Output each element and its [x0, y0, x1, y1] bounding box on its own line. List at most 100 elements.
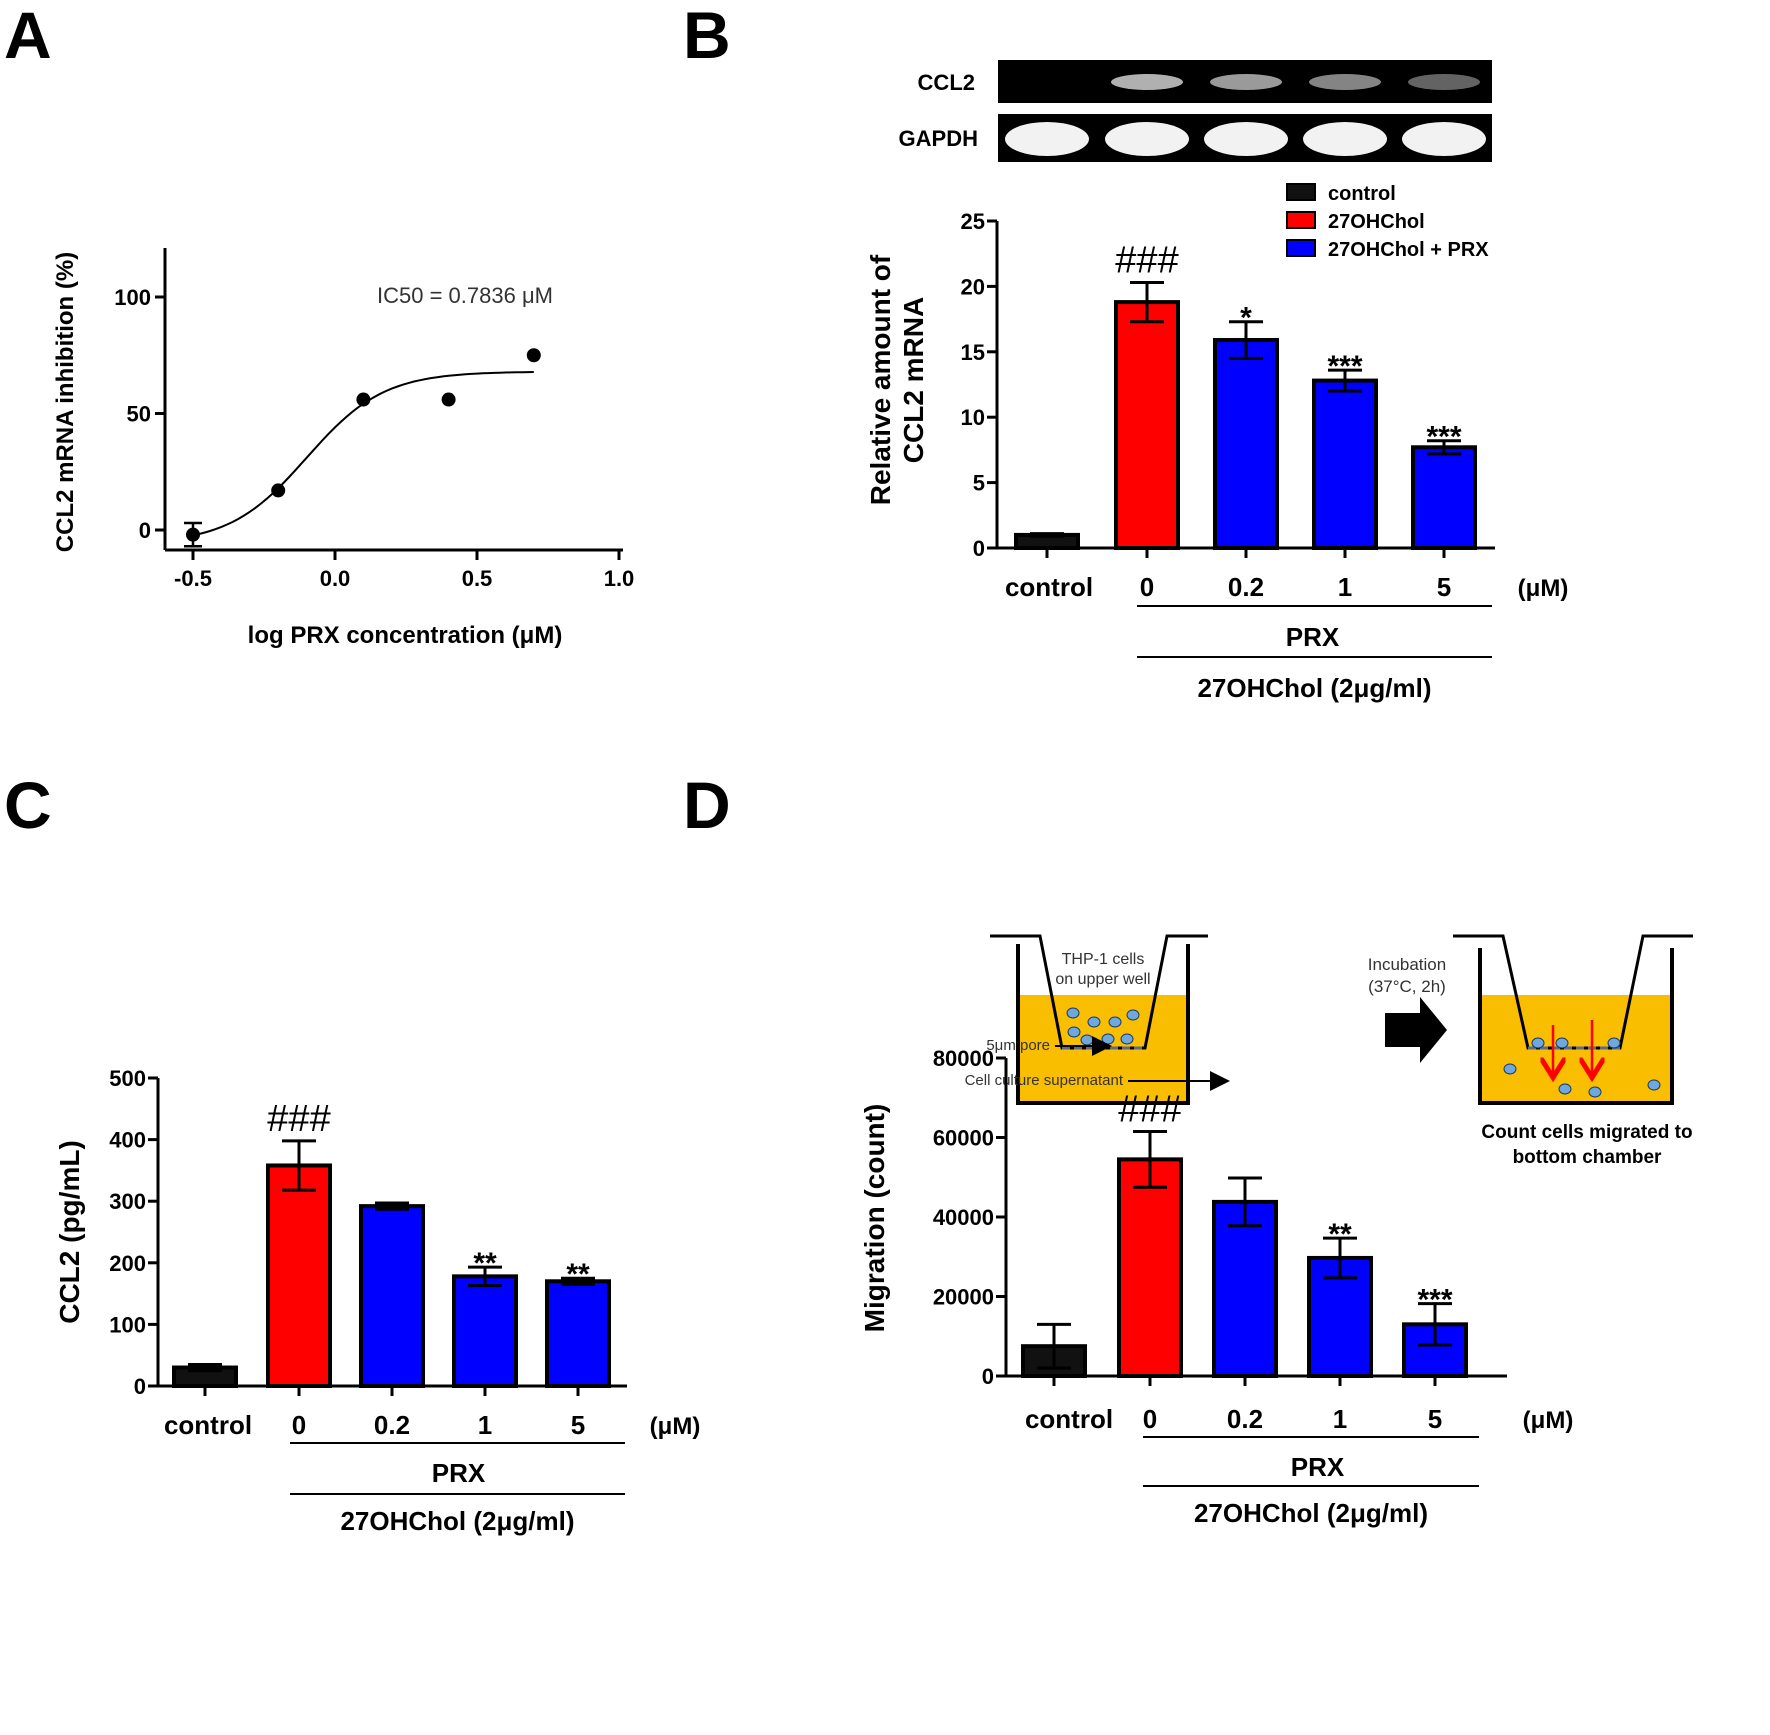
category-label: 1	[1338, 572, 1352, 602]
y-tick-label: 5	[973, 471, 985, 496]
panel-label-c: C	[4, 768, 52, 842]
cell-icon	[1503, 1063, 1517, 1075]
oxy-group-label: 27OHChol (2μg/ml)	[340, 1506, 574, 1536]
category-label: control	[164, 1410, 252, 1440]
x-tick-label: 0.0	[320, 566, 351, 591]
bar-0	[1117, 1157, 1183, 1379]
legend-swatch	[1286, 211, 1316, 229]
cell-icon	[1120, 1033, 1134, 1045]
legend-entry: 27OHChol	[1328, 211, 1425, 233]
prx-group-label: PRX	[1291, 1452, 1345, 1482]
transwell-diagram: THP-1 cells on upper well 5μm pore Cell c…	[965, 934, 1693, 1168]
right-well-outline	[1478, 948, 1674, 1105]
y-tick-label: 100	[109, 1312, 146, 1337]
gel-band-ccl2	[1408, 74, 1480, 90]
legend-entry: control	[1328, 183, 1396, 205]
y-tick-label: 15	[961, 340, 985, 365]
bar-1	[1312, 378, 1378, 550]
y-tick-label: 200	[109, 1251, 146, 1276]
category-label: 0	[1140, 572, 1154, 602]
category-label: 5	[571, 1410, 585, 1440]
incubation-arrow-icon	[1385, 997, 1447, 1063]
panel-label-d: D	[683, 768, 731, 842]
pore-label: 5μm pore	[986, 1037, 1050, 1054]
y-axis-title: Migration (count)	[859, 1104, 890, 1333]
y-tick-label: 60000	[933, 1126, 994, 1151]
cell-icon	[1080, 1034, 1094, 1046]
category-label: 0.2	[1228, 572, 1264, 602]
cell-icon	[1126, 1009, 1140, 1021]
significance-mark: *	[1240, 302, 1252, 335]
significance-mark: ###	[1118, 1089, 1181, 1131]
category-label: 5	[1437, 572, 1451, 602]
x-tick-label: -0.5	[174, 566, 212, 591]
y-tick-label: 20000	[933, 1285, 994, 1310]
gel-band-ccl2	[1210, 74, 1282, 90]
bar-0	[266, 1163, 332, 1389]
cell-icon	[1558, 1083, 1572, 1095]
category-label: 0.2	[1227, 1404, 1263, 1434]
y-axis-title: CCL2 mRNA	[898, 297, 929, 463]
thp1-label: THP-1 cells on upper well	[1055, 951, 1150, 988]
y-tick-label: 0	[134, 1374, 146, 1399]
chart-a-dose-response: 0 50 100 -0.5 0.0 0.5 1.0 IC50 = 0.7836 μM log P…	[52, 248, 634, 649]
gel-label-gapdh: GAPDH	[899, 126, 978, 151]
cell-icon	[1555, 1037, 1569, 1049]
cell-icon	[1101, 1033, 1115, 1045]
cell-icon	[1531, 1037, 1545, 1049]
data-point	[526, 348, 541, 363]
x-tick-label: 0.5	[462, 566, 493, 591]
ic50-annotation: IC50 = 0.7836 μM	[377, 283, 553, 308]
category-label: 1	[1333, 1404, 1347, 1434]
significance-mark: **	[1328, 1218, 1352, 1251]
gel-image: CCL2 GAPDH	[899, 60, 1492, 162]
right-insert	[1453, 934, 1693, 1050]
prx-group-label: PRX	[432, 1458, 486, 1488]
count-label: Count cells migrated to bottom chamber	[1481, 1122, 1692, 1168]
cell-icon	[1066, 1007, 1080, 1019]
supernatant-label: Cell culture supernatant	[965, 1072, 1124, 1089]
data-point	[441, 392, 456, 407]
significance-mark: ***	[1426, 421, 1461, 454]
unit-label: (μM)	[650, 1413, 701, 1440]
cell-icon	[1588, 1086, 1602, 1098]
legend-entry: 27OHChol + PRX	[1328, 239, 1489, 261]
category-label: 5	[1428, 1404, 1442, 1434]
gel-band-gapdh	[1105, 122, 1189, 156]
panel-label-b: B	[683, 0, 731, 72]
left-well-outline	[1016, 944, 1190, 1105]
unit-label: (μM)	[1518, 575, 1569, 602]
y-axis-title: Relative amount of	[865, 254, 896, 505]
data-point	[356, 392, 371, 407]
cell-icon	[1647, 1079, 1661, 1091]
bar-0.2	[1212, 1199, 1278, 1379]
y-tick-label: 20	[961, 274, 985, 299]
y-axis-title: CCL2 (pg/mL)	[54, 1140, 85, 1324]
cell-icon	[1607, 1037, 1621, 1049]
bar-0.2	[359, 1204, 425, 1389]
significance-mark: ***	[1417, 1284, 1452, 1317]
gel-band-gapdh	[1204, 122, 1288, 156]
data-point	[186, 527, 200, 542]
significance-mark: ***	[1327, 350, 1362, 383]
y-tick-label: 80000	[933, 1046, 994, 1071]
y-tick-label: 0	[139, 518, 151, 543]
y-tick-label: 40000	[933, 1205, 994, 1230]
oxy-group-label: 27OHChol (2μg/ml)	[1197, 673, 1431, 703]
y-tick-label: 0	[982, 1364, 994, 1389]
y-tick-label: 25	[961, 209, 985, 234]
gel-band-gapdh	[1402, 122, 1486, 156]
cell-icon	[1067, 1026, 1081, 1038]
legend-swatch	[1286, 239, 1316, 257]
oxy-group-label: 27OHChol (2μg/ml)	[1194, 1498, 1428, 1528]
x-axis-title: log PRX concentration (μM)	[248, 622, 563, 649]
gel-label-ccl2: CCL2	[918, 70, 975, 95]
gel-band-gapdh	[1303, 122, 1387, 156]
unit-label: (μM)	[1523, 1407, 1574, 1434]
significance-mark: **	[473, 1247, 497, 1280]
significance-mark: **	[566, 1258, 590, 1291]
right-cells	[1503, 1037, 1661, 1098]
data-point	[271, 483, 286, 498]
prx-group-label: PRX	[1286, 622, 1340, 652]
y-tick-label: 100	[114, 285, 151, 310]
